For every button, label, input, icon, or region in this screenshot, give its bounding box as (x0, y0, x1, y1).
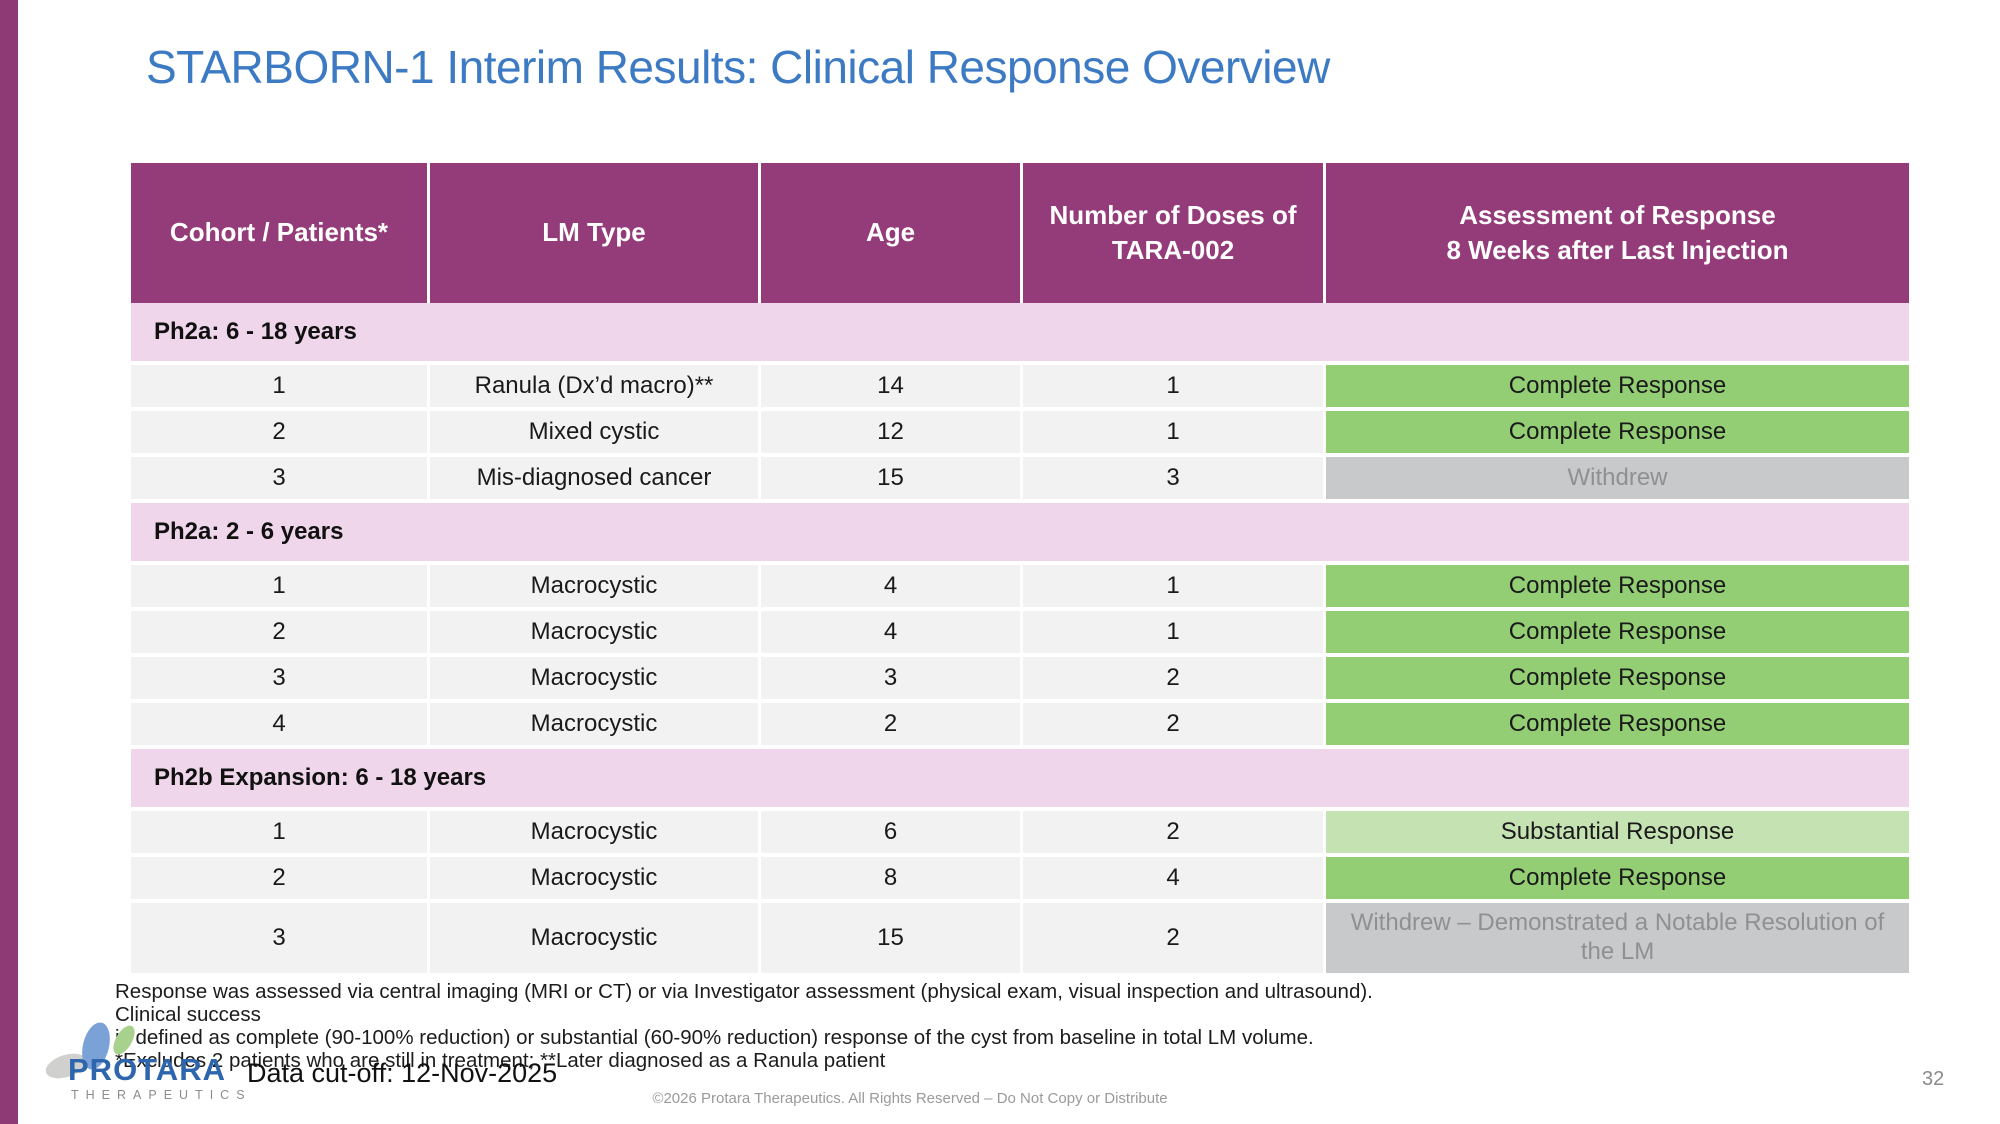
lm-type-cell: Macrocystic (430, 811, 758, 853)
patient-cell: 3 (131, 657, 427, 699)
table-row: 4 Macrocystic 2 2 Complete Response (131, 703, 1909, 745)
response-cell: Substantial Response (1326, 811, 1909, 853)
data-cutoff-label: Data cut-off: 12-Nov-2025 (247, 1058, 558, 1088)
section-label: Ph2b Expansion: 6 - 18 years (131, 749, 1909, 807)
patient-cell: 3 (131, 903, 427, 973)
lm-type-cell: Mis-diagnosed cancer (430, 457, 758, 499)
lm-type-cell: Ranula (Dx’d macro)** (430, 365, 758, 407)
doses-cell: 1 (1023, 411, 1323, 453)
doses-cell: 1 (1023, 565, 1323, 607)
lm-type-cell: Macrocystic (430, 611, 758, 653)
doses-cell: 2 (1023, 657, 1323, 699)
section-row: Ph2a: 6 - 18 years (131, 303, 1909, 361)
doses-cell: 2 (1023, 903, 1323, 973)
age-cell: 15 (761, 903, 1020, 973)
section-label: Ph2a: 6 - 18 years (131, 303, 1909, 361)
lm-type-cell: Macrocystic (430, 703, 758, 745)
page-number: 32 (1922, 1068, 1945, 1090)
copyright-notice: ©2026 Protara Therapeutics. All Rights R… (652, 1090, 1168, 1107)
response-cell: Complete Response (1326, 565, 1909, 607)
response-cell: Complete Response (1326, 657, 1909, 699)
footnotes: Response was assessed via central imagin… (115, 980, 1415, 1072)
results-table: Cohort / Patients* LM Type Age Number of Do… (131, 163, 1909, 977)
doses-cell: 1 (1023, 365, 1323, 407)
table-row: 3 Mis-diagnosed cancer 15 3 Withdrew (131, 457, 1909, 499)
section-row: Ph2b Expansion: 6 - 18 years (131, 749, 1909, 807)
left-accent-bar (0, 0, 18, 1124)
response-cell: Complete Response (1326, 411, 1909, 453)
table-row: 3 Macrocystic 3 2 Complete Response (131, 657, 1909, 699)
logo-leaves-icon (45, 1022, 135, 1079)
patient-cell: 2 (131, 411, 427, 453)
response-cell: Withdrew (1326, 457, 1909, 499)
table-header-row: Cohort / Patients* LM Type Age Number of Do… (131, 163, 1909, 303)
table-row: 1 Macrocystic 6 2 Substantial Response (131, 811, 1909, 853)
age-cell: 3 (761, 657, 1020, 699)
column-header-1: LM Type (430, 163, 758, 303)
doses-cell: 3 (1023, 457, 1323, 499)
lm-type-cell: Macrocystic (430, 857, 758, 899)
page-title: STARBORN-1 Interim Results: Clinical Res… (146, 41, 1330, 93)
section-label: Ph2a: 2 - 6 years (131, 503, 1909, 561)
table-row: 2 Mixed cystic 12 1 Complete Response (131, 411, 1909, 453)
table-row: 2 Macrocystic 4 1 Complete Response (131, 611, 1909, 653)
response-cell: Complete Response (1326, 611, 1909, 653)
lm-type-cell: Mixed cystic (430, 411, 758, 453)
response-cell: Complete Response (1326, 703, 1909, 745)
patient-cell: 1 (131, 365, 427, 407)
protara-logo: PROTARA THERAPEUTICS (40, 1018, 245, 1110)
column-header-3: Number of Doses of TARA-002 (1023, 163, 1323, 303)
response-cell: Complete Response (1326, 857, 1909, 899)
footnote-line: is defined as complete (90-100% reductio… (115, 1026, 1314, 1049)
footnote-line: *Excludes 2 patients who are still in tr… (115, 1049, 886, 1072)
age-cell: 15 (761, 457, 1020, 499)
column-header-4: Assessment of Response 8 Weeks after Las… (1326, 163, 1909, 303)
lm-type-cell: Macrocystic (430, 657, 758, 699)
lm-type-cell: Macrocystic (430, 903, 758, 973)
table-row: 2 Macrocystic 8 4 Complete Response (131, 857, 1909, 899)
age-cell: 2 (761, 703, 1020, 745)
section-row: Ph2a: 2 - 6 years (131, 503, 1909, 561)
doses-cell: 2 (1023, 703, 1323, 745)
doses-cell: 2 (1023, 811, 1323, 853)
lm-type-cell: Macrocystic (430, 565, 758, 607)
table-row: 1 Macrocystic 4 1 Complete Response (131, 565, 1909, 607)
logo-wordmark: PROTARA (68, 1052, 226, 1087)
doses-cell: 4 (1023, 857, 1323, 899)
response-cell: Complete Response (1326, 365, 1909, 407)
column-header-0: Cohort / Patients* (131, 163, 427, 303)
doses-cell: 1 (1023, 611, 1323, 653)
age-cell: 4 (761, 565, 1020, 607)
patient-cell: 3 (131, 457, 427, 499)
patient-cell: 4 (131, 703, 427, 745)
response-cell: Withdrew – Demonstrated a Notable Resolu… (1326, 903, 1909, 973)
table-row: 1 Ranula (Dx’d macro)** 14 1 Complete Respon… (131, 365, 1909, 407)
age-cell: 6 (761, 811, 1020, 853)
age-cell: 8 (761, 857, 1020, 899)
patient-cell: 1 (131, 565, 427, 607)
patient-cell: 2 (131, 857, 427, 899)
age-cell: 4 (761, 611, 1020, 653)
logo-subtitle: THERAPEUTICS (71, 1088, 252, 1102)
patient-cell: 2 (131, 611, 427, 653)
age-cell: 12 (761, 411, 1020, 453)
footnote-line: Response was assessed via central imagin… (115, 980, 1373, 1026)
column-header-2: Age (761, 163, 1020, 303)
age-cell: 14 (761, 365, 1020, 407)
table-row: 3 Macrocystic 15 2 Withdrew – Demonstrated a… (131, 903, 1909, 973)
patient-cell: 1 (131, 811, 427, 853)
